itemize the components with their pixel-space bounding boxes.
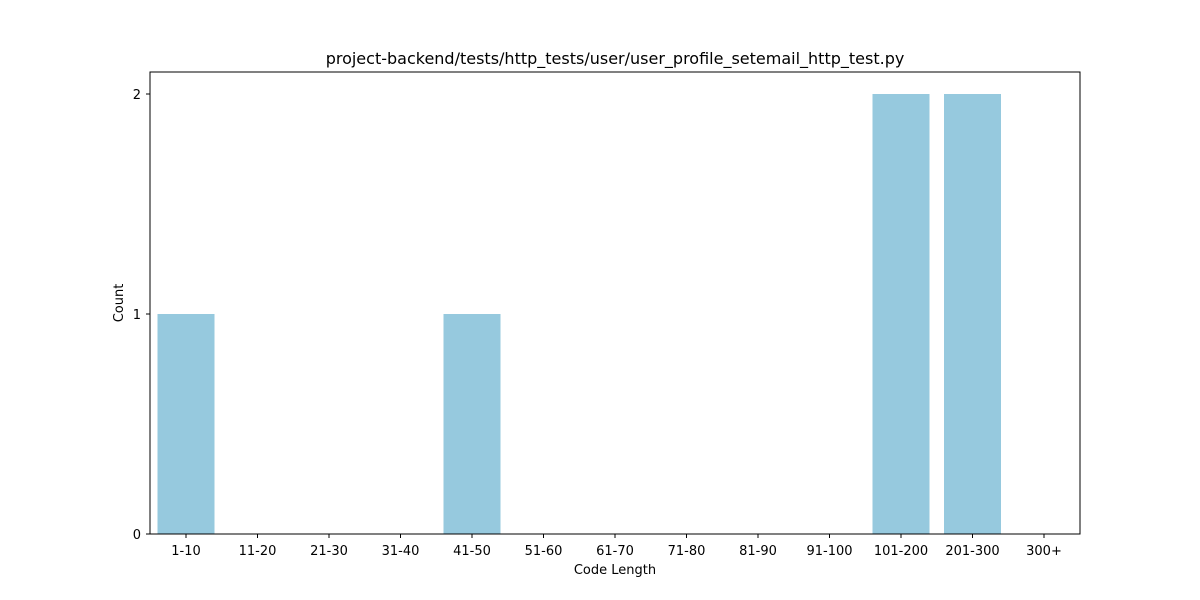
y-tick-label: 2 (133, 88, 141, 103)
bars-group (157, 94, 1001, 534)
x-tick-label: 91-100 (806, 544, 852, 559)
chart-title: project-backend/tests/http_tests/user/us… (326, 49, 905, 69)
x-tick-label: 61-70 (596, 544, 634, 559)
x-tick-label: 21-30 (310, 544, 348, 559)
bar-101-200 (872, 94, 930, 534)
x-tick-label: 71-80 (668, 544, 706, 559)
x-tick-label: 1-10 (171, 544, 201, 559)
x-tick-label: 31-40 (382, 544, 420, 559)
y-axis-ticks: 0 1 2 (133, 88, 150, 543)
y-tick-label: 1 (133, 308, 141, 323)
x-axis-label: Code Length (574, 563, 656, 578)
x-tick-label: 300+ (1026, 544, 1062, 559)
x-tick-label: 51-60 (525, 544, 563, 559)
x-tick-label: 101-200 (874, 544, 928, 559)
x-tick-label: 201-300 (945, 544, 999, 559)
bar-1-10 (157, 314, 215, 534)
plot-frame (149, 71, 1081, 535)
y-tick-label: 0 (133, 528, 141, 543)
bar-201-300 (944, 94, 1001, 534)
bar-41-50 (443, 314, 501, 534)
x-tick-label: 11-20 (239, 544, 277, 559)
x-tick-label: 41-50 (453, 544, 491, 559)
x-axis-ticks: 1-10 11-20 21-30 31-40 41-50 51-60 61-70 71-80 8… (171, 534, 1062, 559)
y-axis-label: Count (112, 284, 127, 323)
x-tick-label: 81-90 (739, 544, 777, 559)
